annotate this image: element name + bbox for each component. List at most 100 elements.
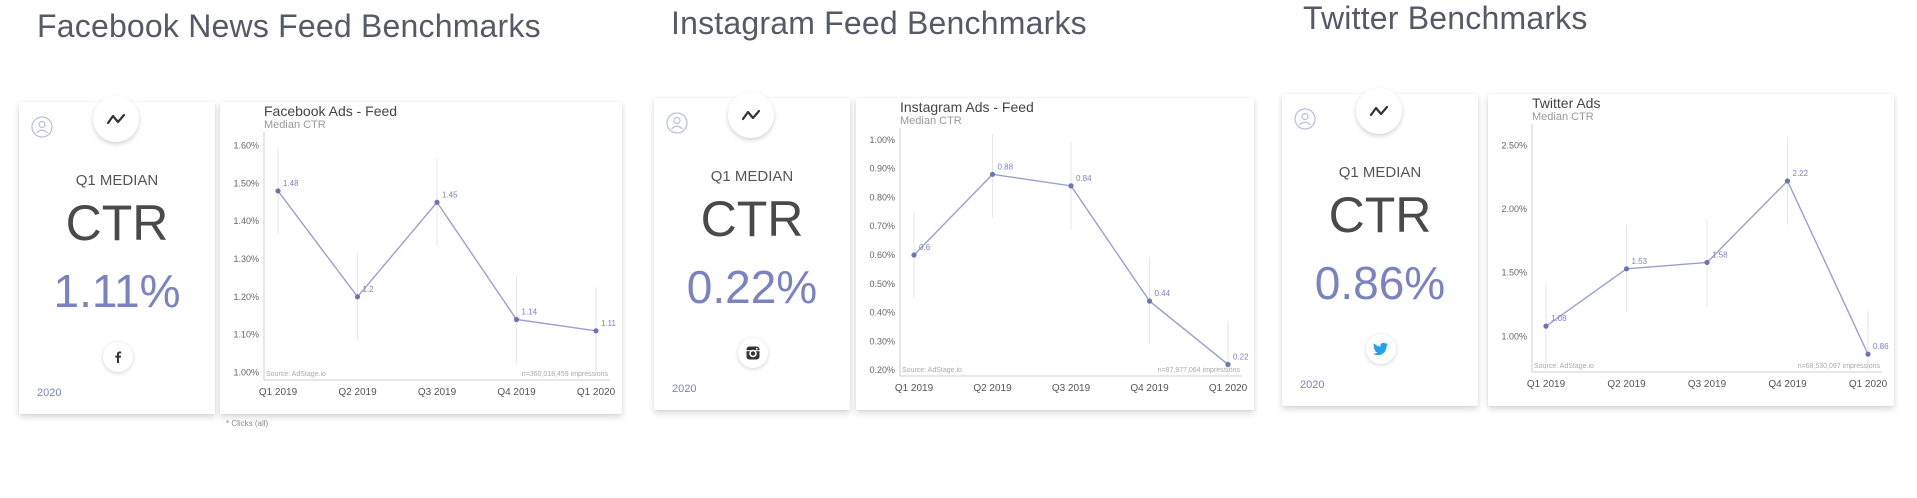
y-tick-label: 1.60% xyxy=(233,141,259,151)
source-note: Source: AdStage.io xyxy=(1534,363,1594,370)
chart-card: Facebook Ads - Feed Median CTR 1.00% 1.10% 1… xyxy=(220,102,622,414)
section-heading: Instagram Feed Benchmarks xyxy=(671,5,1087,41)
chart-subtitle: Median CTR xyxy=(900,115,962,127)
data-point xyxy=(1225,361,1231,368)
section-heading: Facebook News Feed Benchmarks xyxy=(37,8,541,44)
trend-icon[interactable] xyxy=(1356,88,1402,134)
instagram-section: Instagram Feed Benchmarks Q1 MEDIAN CTR … xyxy=(630,0,1260,498)
kpi-metric: CTR xyxy=(700,191,804,247)
source-note: Source: AdStage.io xyxy=(266,371,326,378)
data-label: 1.08 xyxy=(1551,314,1567,323)
instagram-icon[interactable] xyxy=(738,338,768,368)
kpi-year: 2020 xyxy=(1300,379,1325,391)
y-tick-label: 0.80% xyxy=(869,192,895,202)
data-point xyxy=(593,328,599,334)
y-tick-label: 0.50% xyxy=(869,279,895,289)
facebook-section: Facebook News Feed Benchmarks Q1 MEDIAN … xyxy=(0,0,630,498)
kpi-value: 0.22% xyxy=(686,261,818,313)
kpi-year: 2020 xyxy=(37,387,62,399)
data-label: 1.48 xyxy=(283,179,299,188)
source-note: Source: AdStage.io xyxy=(902,367,962,374)
sample-note: n=68,530,097 impressions xyxy=(1798,363,1881,370)
kpi-value: 0.86% xyxy=(1314,257,1446,309)
data-point xyxy=(1146,298,1153,304)
kpi-year: 2020 xyxy=(672,383,697,395)
x-tick-label: Q4 2019 xyxy=(1130,383,1169,394)
x-tick-label: Q1 2019 xyxy=(1527,379,1566,390)
data-point xyxy=(1543,323,1549,329)
x-tick-label: Q2 2019 xyxy=(973,383,1012,394)
chart-title: Twitter Ads xyxy=(1532,95,1600,111)
chart-card: Instagram Ads - Feed Median CTR 0.20% 0.30%… xyxy=(856,98,1254,410)
data-point xyxy=(434,199,440,205)
kpi-label: Q1 MEDIAN xyxy=(1338,164,1422,181)
user-icon[interactable] xyxy=(1294,108,1316,130)
facebook-icon[interactable] xyxy=(103,342,133,372)
twitter-section: Twitter Benchmarks Q1 MEDIAN CTR 0.86% 2… xyxy=(1260,0,1917,498)
x-tick-label: Q2 2019 xyxy=(1607,379,1646,390)
kpi-label: Q1 MEDIAN xyxy=(75,172,159,189)
chart-card: Twitter Ads Median CTR 1.00% 1.50% 2.00% 2.50… xyxy=(1488,94,1894,406)
trend-icon[interactable] xyxy=(93,96,139,142)
y-tick-label: 1.30% xyxy=(233,254,259,264)
data-point xyxy=(1704,259,1710,266)
y-tick-label: 2.00% xyxy=(1501,204,1527,214)
user-icon[interactable] xyxy=(31,116,53,138)
data-point xyxy=(275,188,281,194)
kpi-metric: CTR xyxy=(1328,187,1432,243)
data-point xyxy=(1865,351,1871,357)
y-tick-label: 0.70% xyxy=(869,221,895,231)
y-tick-label: 1.50% xyxy=(1501,268,1527,278)
data-label: 1.14 xyxy=(522,308,538,317)
sample-note: n=360,018,459 impressions xyxy=(522,371,609,378)
data-label: 1.58 xyxy=(1712,250,1728,259)
twitter-icon[interactable] xyxy=(1366,334,1396,364)
y-tick-label: 1.50% xyxy=(233,178,259,188)
data-label: 1.2 xyxy=(363,285,375,294)
y-tick-label: 0.90% xyxy=(869,164,895,174)
data-point xyxy=(1068,183,1074,189)
sample-note: n=87,977,064 impressions xyxy=(1158,367,1241,374)
kpi-value: 1.11% xyxy=(53,265,181,317)
user-icon[interactable] xyxy=(666,112,688,134)
x-tick-label: Q1 2020 xyxy=(577,387,616,398)
x-tick-label: Q3 2019 xyxy=(1052,383,1091,394)
kpi-card: Q1 MEDIAN CTR 0.86% 2020 xyxy=(1282,88,1478,406)
data-label: 1.53 xyxy=(1632,257,1648,266)
section-heading: Twitter Benchmarks xyxy=(1303,0,1588,36)
chart-subtitle: Median CTR xyxy=(264,119,326,131)
y-tick-label: 1.00% xyxy=(1501,331,1527,341)
kpi-card: Q1 MEDIAN CTR 0.22% 2020 xyxy=(654,92,850,410)
data-point xyxy=(1784,178,1791,184)
data-point xyxy=(989,171,996,177)
x-tick-label: Q1 2019 xyxy=(259,387,298,398)
chart-title: Instagram Ads - Feed xyxy=(900,99,1034,115)
kpi-label: Q1 MEDIAN xyxy=(710,168,794,185)
y-tick-label: 1.00% xyxy=(869,135,895,145)
data-point xyxy=(1623,266,1630,272)
data-label: 0.6 xyxy=(919,243,931,252)
data-label: 0.86 xyxy=(1873,342,1889,351)
x-tick-label: Q2 2019 xyxy=(338,387,377,398)
x-tick-label: Q3 2019 xyxy=(418,387,457,398)
data-label: 0.88 xyxy=(998,162,1014,171)
x-tick-label: Q3 2019 xyxy=(1688,379,1727,390)
kpi-card: Q1 MEDIAN CTR 1.11% 2020 xyxy=(19,96,215,414)
chart-subtitle: Median CTR xyxy=(1532,111,1594,123)
data-label: 0.84 xyxy=(1076,174,1092,183)
data-label: 2.22 xyxy=(1793,169,1809,178)
y-tick-label: 2.50% xyxy=(1501,140,1527,150)
y-tick-label: 1.20% xyxy=(233,292,259,302)
data-label: 0.44 xyxy=(1155,289,1171,298)
y-tick-label: 1.00% xyxy=(233,367,259,377)
y-tick-label: 1.10% xyxy=(233,330,259,340)
kpi-metric: CTR xyxy=(65,195,169,251)
data-label: 0.22 xyxy=(1233,352,1249,361)
data-label: 1.11 xyxy=(601,319,617,328)
trend-icon[interactable] xyxy=(728,92,774,138)
x-tick-label: Q4 2019 xyxy=(497,387,536,398)
x-tick-label: Q4 2019 xyxy=(1768,379,1807,390)
